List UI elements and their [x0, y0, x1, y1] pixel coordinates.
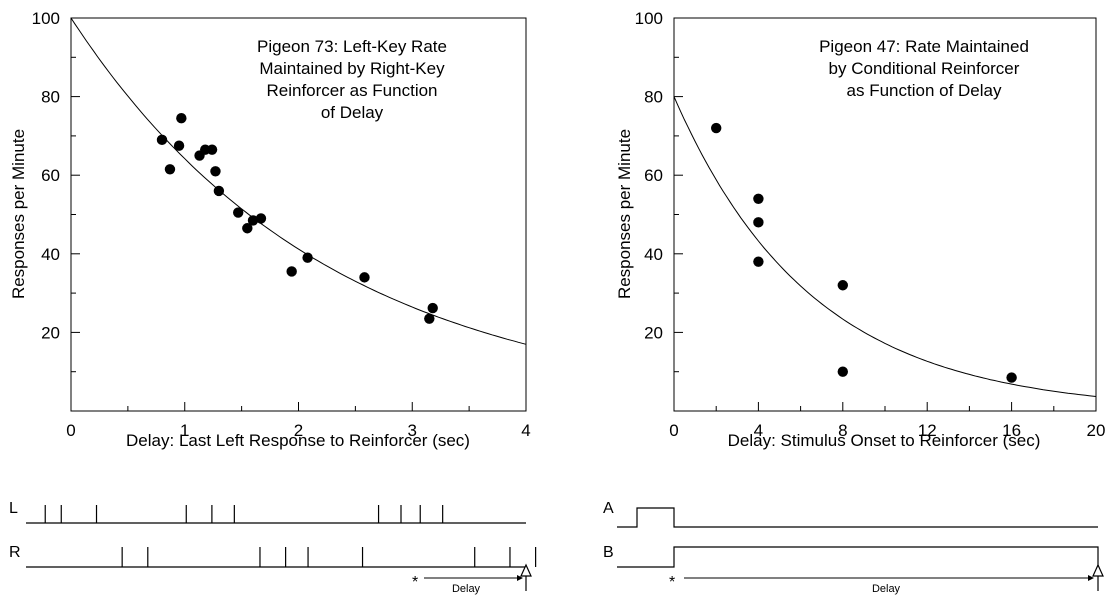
y-tick-label: 100 — [32, 9, 60, 28]
x-tick-labels: 0 4 8 12 16 20 — [669, 421, 1105, 440]
delay-label: Delay — [452, 583, 481, 595]
y-ticks — [674, 17, 683, 412]
data-point — [286, 266, 297, 277]
data-point — [753, 217, 764, 228]
y-tick-label: 20 — [644, 323, 663, 342]
fit-curve — [70, 17, 527, 345]
annotation-line: Pigeon 73: Left-Key Rate — [257, 37, 447, 56]
data-point — [427, 302, 438, 314]
data-point — [359, 272, 370, 283]
data-point — [1006, 372, 1017, 383]
y-tick-label: 80 — [644, 88, 663, 107]
response-diagram-left: L R * Delay — [9, 500, 537, 595]
data-point — [255, 213, 267, 224]
data-point — [753, 193, 764, 204]
x-tick-label: 20 — [1087, 421, 1106, 440]
stimulus-b-trace — [617, 546, 1099, 568]
data-point — [176, 113, 187, 124]
x-tick-label: 1 — [180, 421, 189, 440]
annotation: Pigeon 47: Rate Maintained by Conditional… — [819, 37, 1029, 100]
x-tick-label: 12 — [918, 421, 937, 440]
y-axis-title: Responses per Minute — [615, 129, 634, 299]
y-ticks — [71, 17, 80, 412]
data-points — [156, 113, 438, 324]
chart-right: 0 4 8 12 16 20 20 40 60 80 100 Pigeon 47: Rate Ma… — [615, 9, 1105, 450]
data-point — [247, 215, 259, 226]
x-ticks — [673, 402, 1097, 411]
fit-curve — [673, 96, 1097, 397]
response-ticks-r — [121, 547, 537, 567]
y-tick-label: 60 — [644, 166, 663, 185]
data-point — [837, 366, 848, 377]
x-ticks — [70, 402, 527, 411]
x-axis-title: Delay: Last Left Response to Reinforcer … — [126, 431, 470, 450]
data-point — [213, 185, 225, 197]
marker-asterisk: * — [669, 574, 675, 591]
data-point — [206, 144, 218, 155]
row-label-b: B — [603, 544, 614, 561]
delay-arrowhead — [517, 575, 523, 581]
delay-arrowhead — [1088, 575, 1094, 581]
x-tick-label: 2 — [294, 421, 303, 440]
data-point — [302, 252, 313, 263]
row-label-a: A — [603, 500, 614, 517]
annotation-line: Maintained by Right-Key — [259, 59, 445, 78]
x-tick-label: 4 — [754, 421, 763, 440]
row-label-r: R — [9, 544, 21, 561]
x-tick-labels: 0 1 2 3 4 — [66, 421, 530, 440]
y-axis-title: Responses per Minute — [9, 129, 28, 299]
data-point — [173, 140, 185, 151]
data-point — [164, 164, 176, 175]
delay-label: Delay — [872, 583, 901, 595]
stimulus-a-trace — [617, 507, 1098, 528]
data-point — [210, 166, 221, 177]
data-point — [837, 280, 848, 291]
data-point — [711, 122, 722, 134]
data-point — [753, 256, 764, 267]
data-point — [233, 207, 244, 218]
row-label-l: L — [9, 500, 18, 517]
y-tick-labels: 20 40 60 80 100 — [635, 9, 663, 342]
annotation-line: by Conditional Reinforcer — [829, 59, 1020, 78]
x-tick-label: 8 — [838, 421, 847, 440]
x-tick-label: 16 — [1002, 421, 1021, 440]
annotation-line: Reinforcer as Function — [266, 81, 437, 100]
marker-asterisk: * — [412, 574, 418, 591]
stimulus-diagram-right: A B * Delay — [603, 500, 1104, 595]
data-point — [156, 134, 168, 146]
y-tick-labels: 20 40 60 80 100 — [32, 9, 60, 342]
reinforcer-arrow-icon — [520, 563, 532, 577]
y-tick-label: 60 — [41, 166, 60, 185]
x-tick-label: 0 — [669, 421, 678, 440]
annotation: Pigeon 73: Left-Key Rate Maintained by Ri… — [257, 37, 447, 122]
x-axis-title: Delay: Stimulus Onset to Reinforcer (sec… — [728, 431, 1041, 450]
annotation-line: as Function of Delay — [847, 81, 1002, 100]
y-tick-label: 80 — [41, 88, 60, 107]
y-tick-label: 100 — [635, 9, 663, 28]
chart-left: 0 1 2 3 4 20 40 60 80 100 Pigeon 73: Left-Key Ra… — [9, 9, 531, 450]
data-point — [242, 223, 253, 234]
x-tick-label: 3 — [408, 421, 417, 440]
annotation-line: of Delay — [321, 103, 384, 122]
data-points — [711, 122, 1017, 383]
annotation-line: Pigeon 47: Rate Maintained — [819, 37, 1029, 56]
reinforcer-arrow-icon — [1092, 563, 1104, 577]
y-tick-label: 40 — [644, 245, 663, 264]
x-tick-label: 0 — [66, 421, 75, 440]
y-tick-label: 20 — [41, 323, 60, 342]
y-tick-label: 40 — [41, 245, 60, 264]
response-ticks-l — [44, 505, 444, 523]
x-tick-label: 4 — [521, 421, 530, 440]
data-point — [424, 313, 435, 324]
